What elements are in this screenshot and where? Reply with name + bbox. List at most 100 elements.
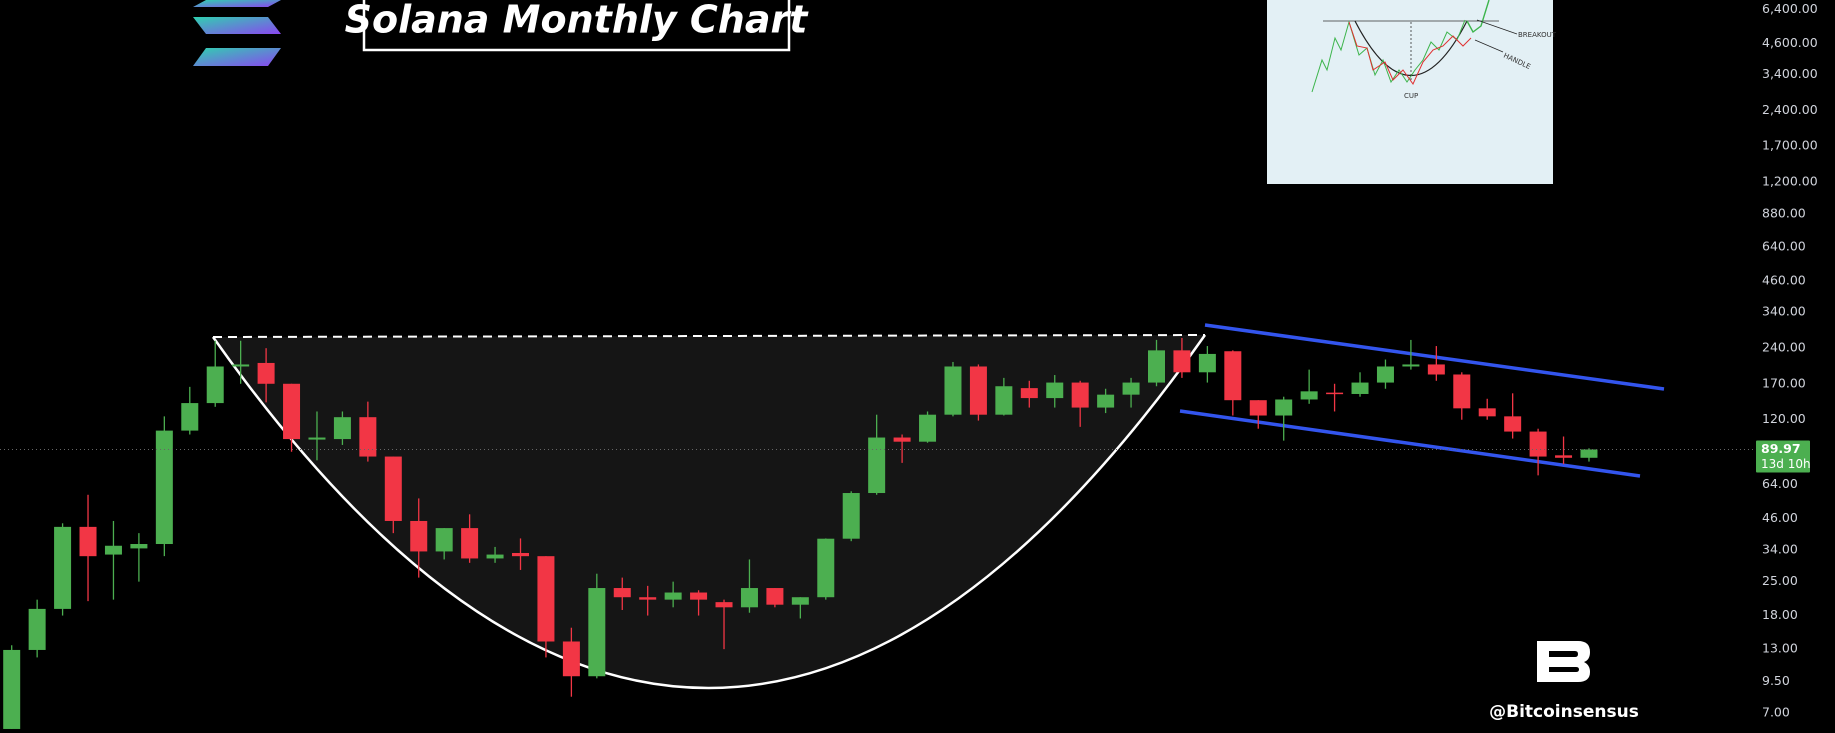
candle-body: [435, 528, 453, 552]
candle-body: [1453, 374, 1471, 409]
title-box: [362, 0, 791, 52]
candle-body: [79, 526, 97, 557]
candle-body: [384, 456, 402, 521]
candle-body: [3, 649, 21, 729]
y-tick-label: 240.00: [1762, 340, 1806, 355]
candle-body: [1351, 382, 1369, 394]
candle-body: [1504, 416, 1522, 432]
price-label-box: [1756, 440, 1810, 473]
y-tick-label: 34.00: [1762, 541, 1798, 556]
candle-body: [664, 592, 682, 600]
candle-body: [893, 437, 911, 442]
candle-body: [740, 588, 758, 608]
candle-body: [537, 556, 555, 642]
y-tick-label: 64.00: [1762, 476, 1798, 491]
y-tick-label: 2,400.00: [1762, 102, 1818, 117]
candle-body: [1275, 399, 1293, 416]
y-tick-label: 46.00: [1762, 510, 1798, 525]
candle-body: [410, 520, 428, 552]
candle-body: [232, 364, 250, 367]
candle-body: [1148, 350, 1165, 383]
y-axis: 6,400.00 4,600.00 3,400.00 2,400.00 1,700.00…: [1762, 1, 1818, 720]
y-tick-label: 1,200.00: [1762, 174, 1818, 189]
candle-body: [104, 545, 122, 555]
price-label-value: 89.97: [1761, 441, 1801, 456]
chart-title: Solana Monthly Chart: [345, 0, 810, 42]
candle-body: [1071, 382, 1089, 408]
y-tick-label: 4,600.00: [1762, 35, 1818, 50]
candle-body: [919, 414, 937, 442]
price-countdown: 13d 10h: [1761, 457, 1811, 471]
candle-body: [512, 552, 529, 557]
candle-body: [1198, 353, 1216, 373]
candle-body: [1326, 392, 1344, 395]
inset-label: CUP: [1404, 92, 1418, 100]
candle-body: [791, 597, 809, 605]
candle-body: [333, 417, 351, 440]
y-tick-label: 460.00: [1762, 273, 1806, 288]
candle-body: [969, 366, 987, 415]
candle-body: [28, 608, 46, 650]
y-tick-label: 340.00: [1762, 304, 1806, 319]
inset-label: BREAKOUT: [1518, 31, 1557, 39]
candle-body: [842, 493, 860, 539]
candle-body: [766, 588, 784, 605]
candle-body: [1097, 394, 1115, 408]
candle-body: [1020, 388, 1038, 399]
candle-body: [613, 588, 631, 598]
candles: [3, 337, 1598, 729]
candle-body: [1300, 391, 1318, 400]
brand-logo: [1537, 641, 1590, 682]
cup-rim: [212, 334, 1206, 338]
candle-body: [588, 588, 606, 677]
candle-body: [181, 403, 199, 431]
candle-body: [562, 641, 580, 677]
y-tick-label: 25.00: [1762, 573, 1798, 588]
candle-body: [1529, 431, 1547, 457]
candle-body: [1122, 382, 1140, 395]
candle-body: [359, 417, 377, 457]
y-tick-label: 1,700.00: [1762, 138, 1818, 153]
candle-body: [1376, 366, 1394, 383]
candle-body: [155, 430, 173, 545]
candle-body: [1224, 351, 1242, 401]
candle-body: [1427, 364, 1445, 375]
y-tick-label: 3,400.00: [1762, 66, 1818, 81]
candle-body: [461, 528, 479, 559]
candle-body: [257, 362, 275, 384]
candle-body: [1249, 400, 1267, 416]
y-tick-label: 640.00: [1762, 238, 1806, 253]
cup-curve: [211, 334, 1207, 690]
candle-body: [1046, 382, 1064, 399]
candle-body: [944, 366, 962, 415]
y-tick-label: 170.00: [1762, 375, 1806, 390]
candle-body: [690, 592, 708, 600]
inset: BREAKOUT HANDLE CUP: [1267, 0, 1557, 184]
candle-body: [308, 437, 326, 440]
channel-bottom: [1179, 409, 1641, 478]
candle-body: [817, 538, 835, 598]
candle-body: [206, 366, 224, 404]
candle-body: [1555, 455, 1573, 458]
y-tick-label: 18.00: [1762, 607, 1798, 622]
candle-body: [715, 602, 733, 608]
y-tick-label: 9.50: [1762, 673, 1790, 688]
candle-body: [1402, 364, 1420, 367]
channel-top: [1204, 323, 1665, 391]
candle-body: [283, 383, 301, 440]
candle-body: [868, 437, 886, 494]
candle-body: [54, 526, 72, 609]
candle-body: [1173, 350, 1191, 373]
candle-body: [639, 597, 657, 600]
candle-body: [486, 554, 504, 559]
y-tick-label: 7.00: [1762, 705, 1790, 720]
candle-body: [1580, 449, 1598, 458]
y-tick-label: 880.00: [1762, 206, 1806, 221]
y-tick-label: 120.00: [1762, 411, 1806, 426]
candle-body: [995, 386, 1013, 415]
watermark: @Bitcoinsensus: [1489, 702, 1639, 722]
y-tick-label: 13.00: [1762, 641, 1798, 656]
solana-logo: [193, 0, 281, 66]
